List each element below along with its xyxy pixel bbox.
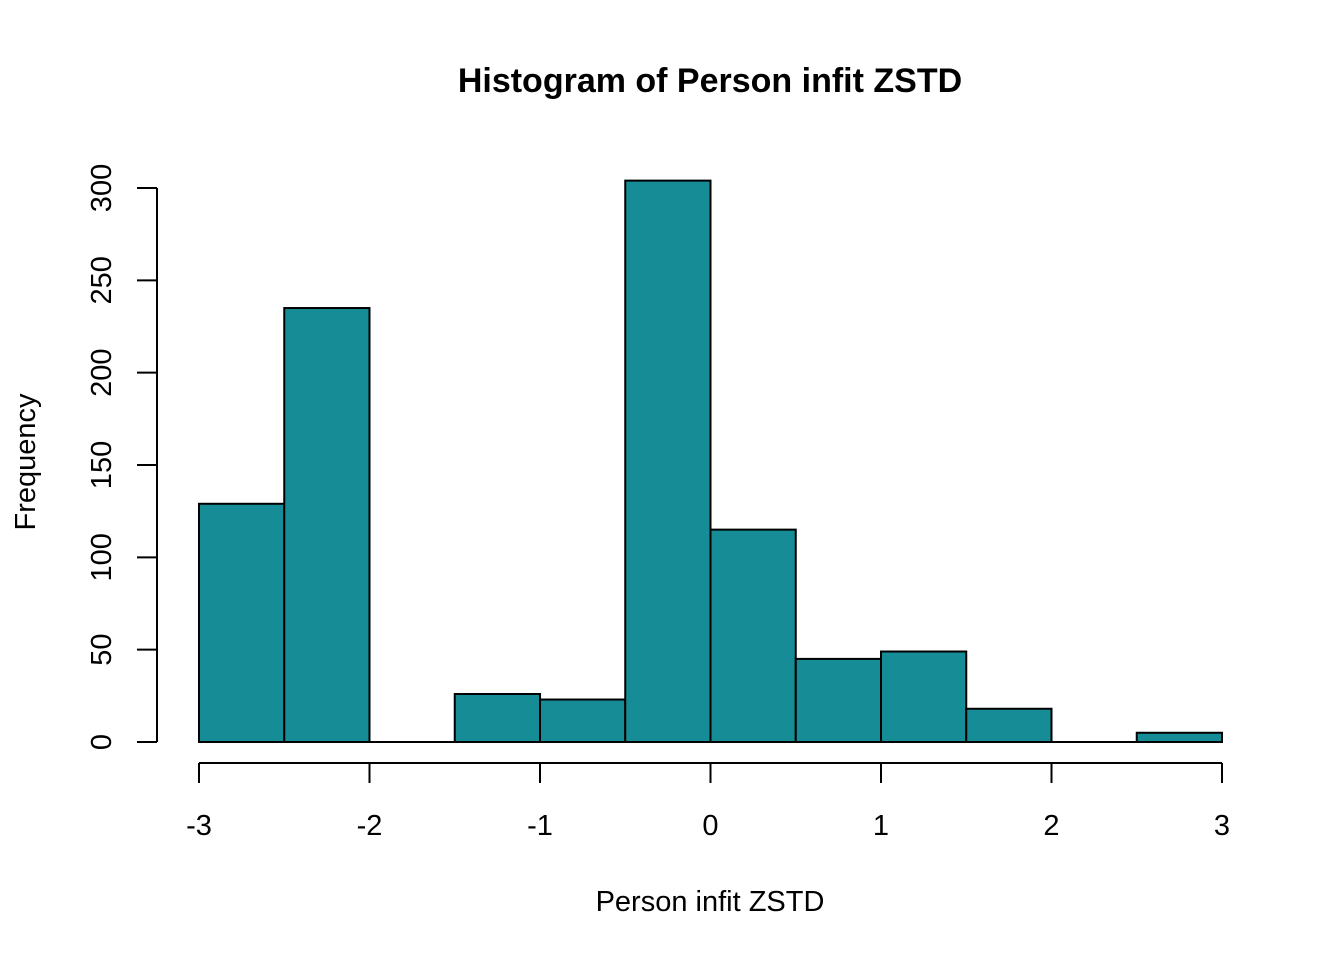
histogram-bar xyxy=(283,307,371,743)
y-tick-label: 200 xyxy=(86,348,118,396)
y-tick-label: 50 xyxy=(86,634,118,666)
x-tick-label: 2 xyxy=(1043,810,1059,842)
histogram-bar xyxy=(539,698,627,744)
histogram-bar xyxy=(453,692,541,744)
x-axis: -3 -2 -1 0 1 2 3 xyxy=(186,762,1230,842)
x-axis-label: Person infit ZSTD xyxy=(596,886,825,918)
histogram-bar xyxy=(880,650,968,743)
y-axis: 0 50 100 150 200 250 300 xyxy=(86,164,158,750)
x-tick-label: -1 xyxy=(527,810,553,842)
x-tick-label: -2 xyxy=(357,810,383,842)
x-tick-label: 1 xyxy=(873,810,889,842)
histogram-bar xyxy=(624,179,712,743)
x-tick-label: 3 xyxy=(1214,810,1230,842)
histogram-bar xyxy=(1135,731,1223,743)
y-tick-label: 100 xyxy=(86,533,118,581)
chart-title: Histogram of Person infit ZSTD xyxy=(458,62,962,100)
histogram-bar xyxy=(965,707,1053,744)
histogram-bar xyxy=(794,657,882,744)
y-tick-label: 0 xyxy=(86,734,118,750)
y-tick-label: 300 xyxy=(86,164,118,212)
y-tick-label: 250 xyxy=(86,256,118,304)
x-tick-label: -3 xyxy=(186,810,212,842)
y-tick-label: 150 xyxy=(86,441,118,489)
y-axis-label: Frequency xyxy=(10,393,42,531)
bars-group xyxy=(198,179,1223,744)
x-tick-label: 0 xyxy=(702,810,718,842)
histogram-bar xyxy=(198,502,286,743)
histogram-bar xyxy=(709,528,797,744)
